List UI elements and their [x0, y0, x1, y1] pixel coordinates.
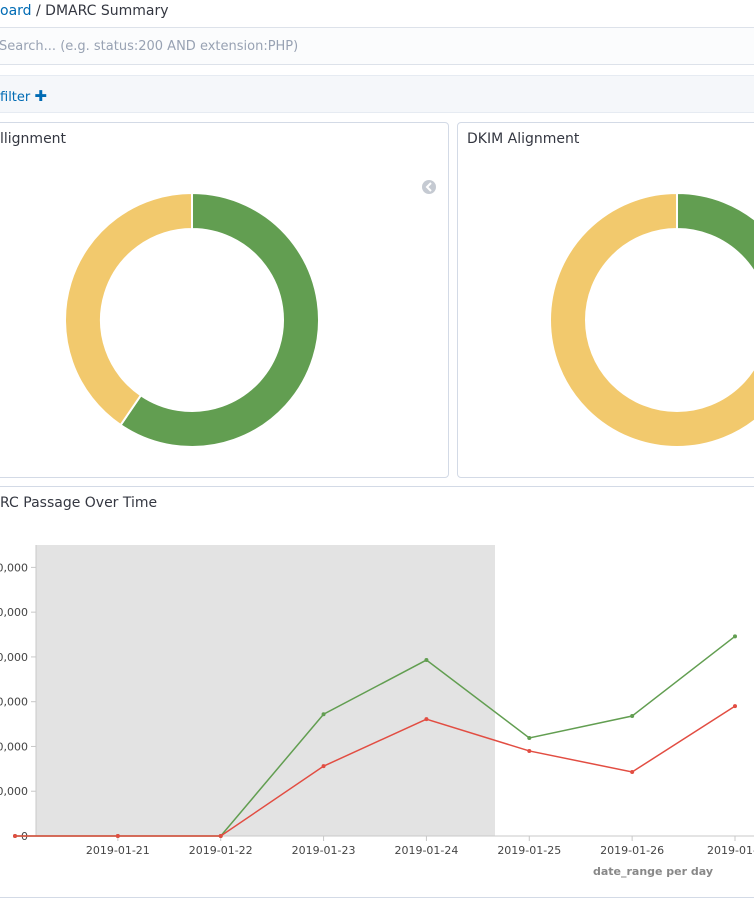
x-tick-label: 2019-01-22 [189, 844, 253, 857]
line-point [733, 704, 737, 708]
panel-title: RC Passage Over Time [0, 495, 157, 511]
x-axis-label: date_range per day [593, 865, 713, 878]
line-point [116, 834, 120, 838]
x-tick-label: 2019-01-24 [394, 844, 458, 857]
line-point [219, 834, 223, 838]
y-tick-label: 0,000 [0, 740, 28, 753]
y-tick-label: 0,000 [0, 651, 28, 664]
panel-title: llignment [0, 131, 67, 147]
line-point [13, 834, 17, 838]
line-point [733, 634, 737, 638]
brush-area [36, 545, 495, 836]
line-point [322, 764, 326, 768]
line-point [630, 770, 634, 774]
line-point [322, 712, 326, 716]
x-tick-label: 2019-01-25 [497, 844, 561, 857]
x-tick-label: 2019-01-23 [292, 844, 356, 857]
line-point [424, 717, 428, 721]
line-point [527, 749, 531, 753]
pie-slice [65, 193, 192, 425]
y-tick-label: 0,000 [0, 696, 28, 709]
line-point [630, 714, 634, 718]
x-tick-label: 2019-01-21 [86, 844, 150, 857]
x-tick-label: 2019-01-26 [600, 844, 664, 857]
x-tick-label: 2019-01-2 [707, 844, 754, 857]
y-tick-label: 0,000 [0, 785, 28, 798]
line-point [527, 736, 531, 740]
panel-title: DKIM Alignment [467, 131, 580, 147]
line-point [424, 658, 428, 662]
pie-slice [677, 193, 754, 320]
y-tick-label: 0,000 [0, 561, 28, 574]
legend-toggle[interactable] [422, 180, 436, 194]
y-tick-label: 0,000 [0, 606, 28, 619]
